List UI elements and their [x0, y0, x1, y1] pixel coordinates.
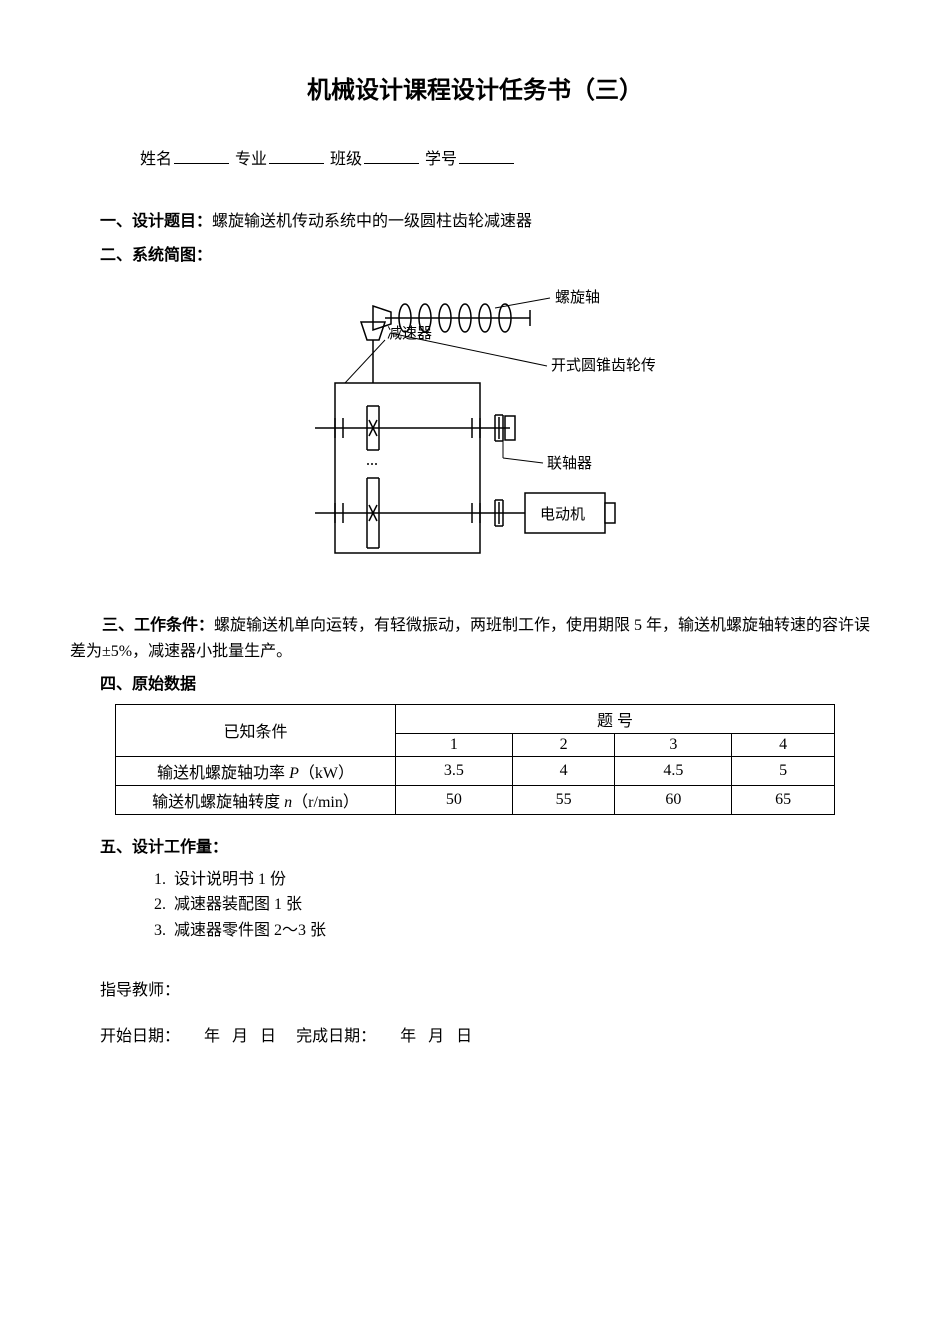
table-row: 输送机螺旋轴转度 n（r/min）50556065 — [116, 785, 835, 814]
list-item: 减速器零件图 2～3 张 — [138, 918, 880, 944]
row-label: 输送机螺旋轴功率 P（kW） — [116, 756, 396, 785]
dates-line: 开始日期： 年 月 日 完成日期： 年 月 日 — [100, 1019, 880, 1054]
th-col: 3 — [615, 733, 732, 756]
cell: 4.5 — [615, 756, 732, 785]
class-blank[interactable] — [364, 148, 419, 164]
section-4-heading: 四、原始数据 — [100, 676, 196, 693]
th-col: 2 — [512, 733, 615, 756]
end-day: 日 — [456, 1028, 472, 1045]
section-1-heading: 一、设计题目： — [100, 213, 212, 230]
cell: 3.5 — [396, 756, 513, 785]
id-label: 学号 — [425, 151, 457, 168]
start-year: 年 — [204, 1028, 220, 1045]
name-label: 姓名 — [140, 151, 172, 168]
id-blank[interactable] — [459, 148, 514, 164]
list-item: 减速器装配图 1 张 — [138, 892, 880, 918]
label-coupling: 联轴器 — [547, 455, 592, 472]
name-blank[interactable] — [174, 148, 229, 164]
label-screw-shaft: 螺旋轴 — [555, 289, 600, 306]
major-label: 专业 — [235, 151, 267, 168]
page-title: 机械设计课程设计任务书（三） — [70, 70, 880, 105]
work-list: 设计说明书 1 份减速器装配图 1 张减速器零件图 2～3 张 — [138, 867, 880, 944]
section-2-heading: 二、系统简图： — [100, 247, 212, 264]
label-motor: 电动机 — [540, 506, 585, 523]
th-col: 4 — [732, 733, 835, 756]
section-1-text: 螺旋输送机传动系统中的一级圆柱齿轮减速器 — [212, 213, 532, 230]
end-year: 年 — [400, 1028, 416, 1045]
start-date-label: 开始日期： — [100, 1028, 180, 1045]
start-month: 月 — [232, 1028, 248, 1045]
section-5: 五、设计工作量： — [100, 835, 880, 861]
data-table: 已知条件 题 号 1234 输送机螺旋轴功率 P（kW）3.544.55输送机螺… — [115, 704, 835, 815]
cell: 65 — [732, 785, 835, 814]
label-bevel-gear: 开式圆锥齿轮传动 — [551, 357, 655, 374]
student-info-line: 姓名 专业 班级 学号 — [140, 145, 880, 169]
list-item: 设计说明书 1 份 — [138, 867, 880, 893]
section-5-heading: 五、设计工作量： — [100, 839, 228, 856]
cell: 60 — [615, 785, 732, 814]
major-blank[interactable] — [269, 148, 324, 164]
row-label: 输送机螺旋轴转度 n（r/min） — [116, 785, 396, 814]
cell: 4 — [512, 756, 615, 785]
table-row: 输送机螺旋轴功率 P（kW）3.544.55 — [116, 756, 835, 785]
section-3: 三、工作条件：螺旋输送机单向运转，有轻微振动，两班制工作，使用期限 5 年，输送… — [70, 613, 880, 664]
cell: 55 — [512, 785, 615, 814]
label-reducer: 减速器 — [387, 325, 432, 342]
end-month: 月 — [428, 1028, 444, 1045]
system-diagram: 螺旋轴 开式圆锥齿轮传动 — [70, 288, 880, 583]
end-date-label: 完成日期： — [296, 1028, 376, 1045]
section-4: 四、原始数据 — [100, 672, 880, 698]
cell: 50 — [396, 785, 513, 814]
section-2: 二、系统简图： — [100, 243, 880, 269]
cell: 5 — [732, 756, 835, 785]
teacher-line: 指导教师： — [100, 973, 880, 1008]
section-1: 一、设计题目：螺旋输送机传动系统中的一级圆柱齿轮减速器 — [100, 209, 880, 235]
class-label: 班级 — [330, 151, 362, 168]
th-number: 题 号 — [396, 704, 835, 733]
start-day: 日 — [260, 1028, 276, 1045]
th-conditions: 已知条件 — [116, 704, 396, 756]
section-3-heading: 三、工作条件： — [102, 617, 214, 634]
th-col: 1 — [396, 733, 513, 756]
